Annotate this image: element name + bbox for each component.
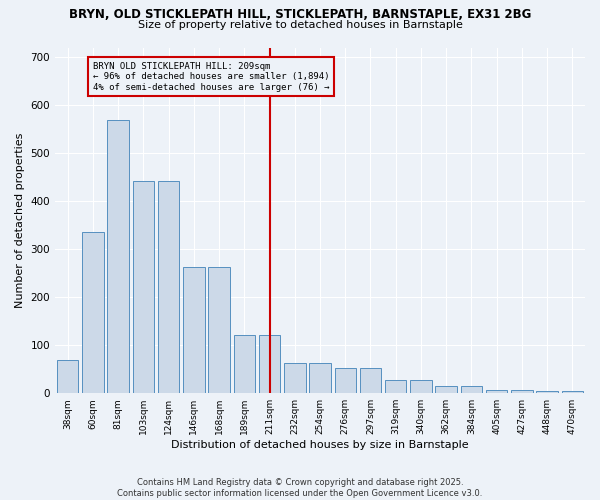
Bar [410, 380, 431, 393]
Bar [107, 120, 129, 393]
Bar [233, 334, 255, 393]
Bar [259, 334, 280, 393]
Bar [536, 391, 558, 393]
Y-axis label: Number of detached properties: Number of detached properties [15, 132, 25, 308]
Bar [486, 390, 508, 393]
Text: BRYN, OLD STICKLEPATH HILL, STICKLEPATH, BARNSTAPLE, EX31 2BG: BRYN, OLD STICKLEPATH HILL, STICKLEPATH,… [69, 8, 531, 20]
Bar [183, 268, 205, 393]
Bar [57, 360, 79, 393]
Text: Contains HM Land Registry data © Crown copyright and database right 2025.
Contai: Contains HM Land Registry data © Crown c… [118, 478, 482, 498]
Bar [208, 268, 230, 393]
Bar [385, 380, 406, 393]
Bar [562, 391, 583, 393]
Bar [158, 180, 179, 393]
Bar [461, 386, 482, 393]
Bar [82, 232, 104, 393]
X-axis label: Distribution of detached houses by size in Barnstaple: Distribution of detached houses by size … [171, 440, 469, 450]
Bar [335, 368, 356, 393]
Text: BRYN OLD STICKLEPATH HILL: 209sqm
← 96% of detached houses are smaller (1,894)
4: BRYN OLD STICKLEPATH HILL: 209sqm ← 96% … [93, 62, 329, 92]
Bar [360, 368, 381, 393]
Bar [284, 363, 305, 393]
Bar [511, 390, 533, 393]
Bar [309, 363, 331, 393]
Text: Size of property relative to detached houses in Barnstaple: Size of property relative to detached ho… [137, 20, 463, 30]
Bar [133, 180, 154, 393]
Bar [436, 386, 457, 393]
